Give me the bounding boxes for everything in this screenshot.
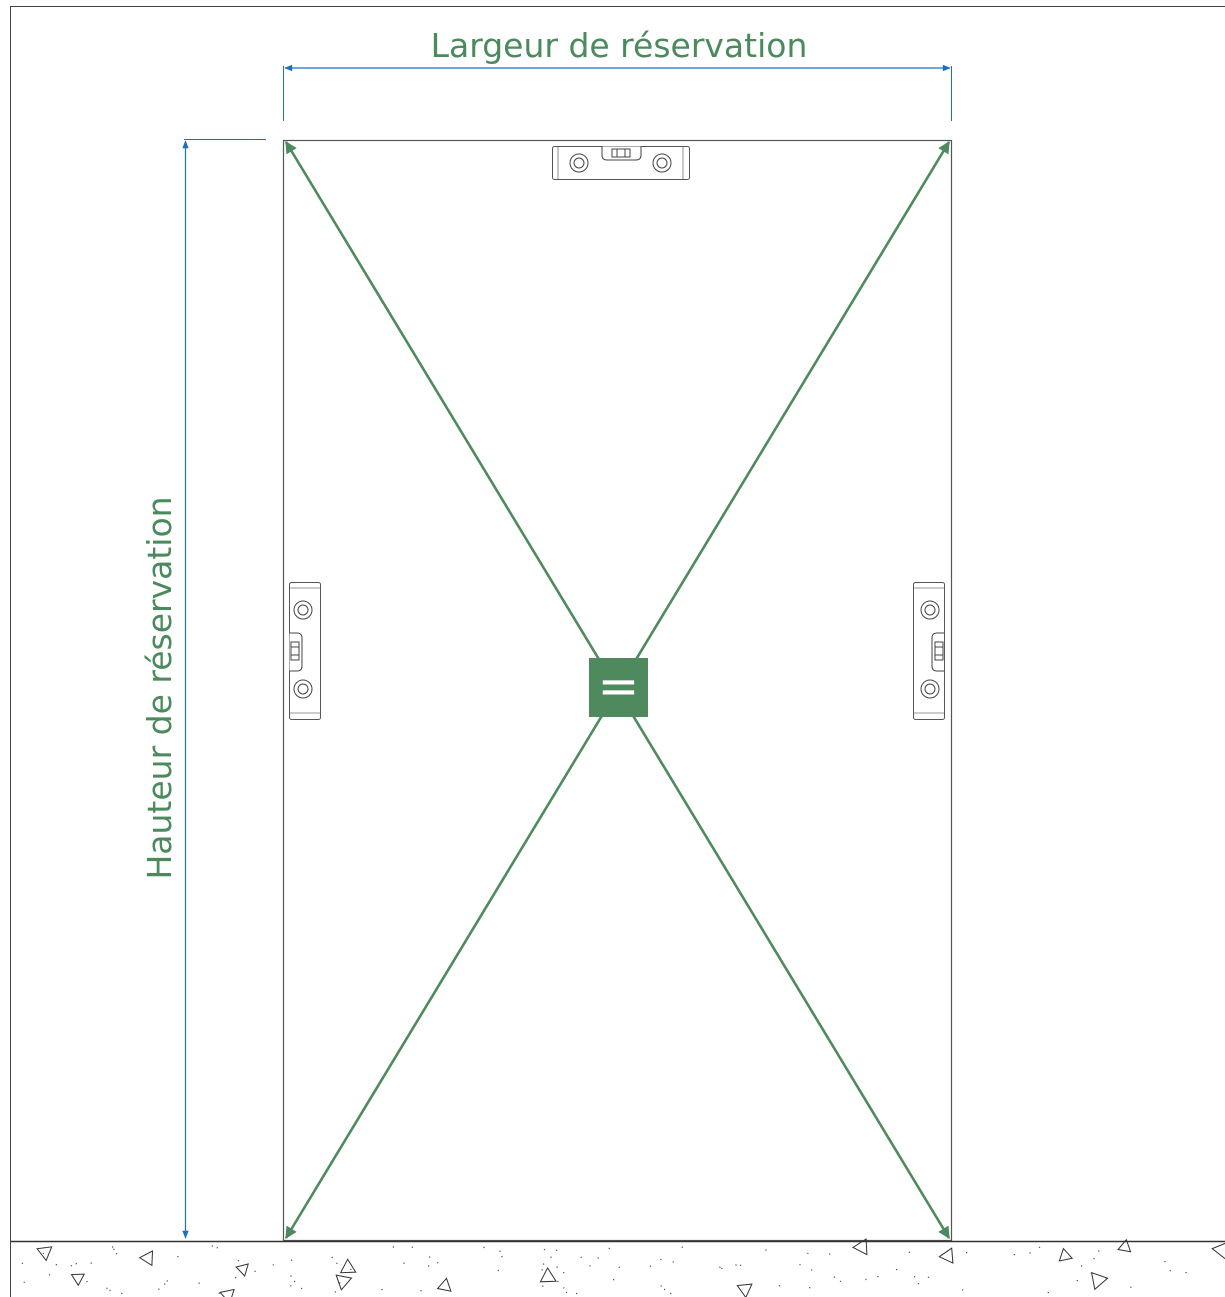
spirit-level-icon	[552, 146, 690, 180]
width-label: Largeur de réservation	[431, 26, 808, 65]
wall-frame	[10, 6, 1225, 1242]
opening-outline	[282, 139, 953, 1242]
height-label: Hauteur de réservation	[140, 496, 179, 879]
height-dimension: Hauteur de réservation	[140, 139, 266, 1239]
equal-diagonals-badge: =	[589, 657, 648, 717]
spirit-level-icon	[289, 582, 321, 720]
concrete-floor-hatch	[21, 1238, 1225, 1297]
width-dimension: Largeur de réservation	[283, 26, 952, 121]
equal-sign: =	[598, 657, 640, 715]
spirit-level-icon	[913, 582, 945, 720]
concrete-floor	[10, 1238, 1225, 1297]
